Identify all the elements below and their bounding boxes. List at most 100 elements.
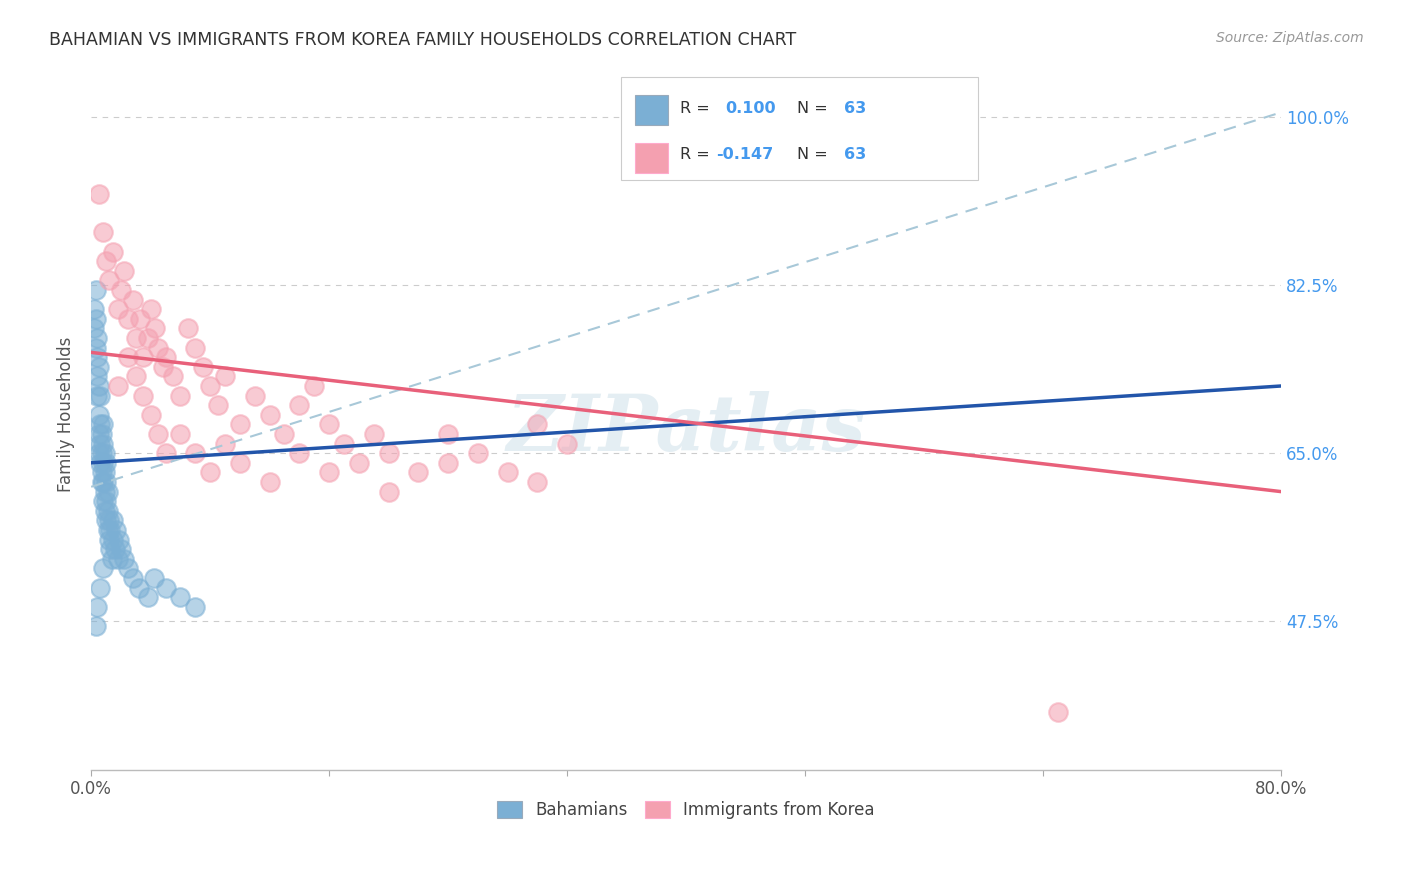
Point bbox=[83, 321, 105, 335]
Point bbox=[155, 350, 177, 364]
Point bbox=[98, 533, 121, 547]
Text: ZIPatlas: ZIPatlas bbox=[506, 391, 866, 467]
Point bbox=[139, 408, 162, 422]
Point bbox=[93, 504, 115, 518]
Text: Source: ZipAtlas.com: Source: ZipAtlas.com bbox=[1216, 31, 1364, 45]
Point bbox=[117, 561, 139, 575]
Point bbox=[129, 311, 152, 326]
Point bbox=[89, 388, 111, 402]
Legend: Bahamians, Immigrants from Korea: Bahamians, Immigrants from Korea bbox=[491, 794, 882, 826]
Point bbox=[100, 542, 122, 557]
Point bbox=[1046, 706, 1069, 720]
Point bbox=[184, 341, 207, 355]
Y-axis label: Family Households: Family Households bbox=[58, 337, 75, 492]
Point bbox=[89, 456, 111, 470]
Point bbox=[143, 321, 166, 335]
Text: 63: 63 bbox=[844, 101, 866, 116]
Text: BAHAMIAN VS IMMIGRANTS FROM KOREA FAMILY HOUSEHOLDS CORRELATION CHART: BAHAMIAN VS IMMIGRANTS FROM KOREA FAMILY… bbox=[49, 31, 796, 49]
Point bbox=[132, 350, 155, 364]
Text: R =: R = bbox=[681, 101, 716, 116]
Point bbox=[89, 417, 111, 432]
FancyBboxPatch shape bbox=[636, 95, 668, 125]
Point bbox=[377, 446, 399, 460]
Point bbox=[89, 436, 111, 450]
Point bbox=[103, 244, 125, 259]
Point bbox=[91, 494, 114, 508]
Point bbox=[87, 408, 110, 422]
Point bbox=[162, 369, 184, 384]
Point bbox=[90, 475, 112, 489]
Point bbox=[184, 446, 207, 460]
Point bbox=[110, 283, 132, 297]
Point bbox=[94, 513, 117, 527]
Point bbox=[98, 273, 121, 287]
Point bbox=[91, 436, 114, 450]
Point bbox=[112, 551, 135, 566]
Point bbox=[142, 571, 165, 585]
Point bbox=[184, 599, 207, 614]
Point bbox=[94, 254, 117, 268]
Text: 0.100: 0.100 bbox=[725, 101, 776, 116]
Point bbox=[155, 446, 177, 460]
Point bbox=[112, 264, 135, 278]
Point bbox=[110, 542, 132, 557]
Point bbox=[259, 408, 281, 422]
Point bbox=[408, 466, 430, 480]
Point bbox=[377, 484, 399, 499]
Point bbox=[318, 417, 340, 432]
Point bbox=[273, 427, 295, 442]
Point bbox=[84, 311, 107, 326]
Point bbox=[229, 417, 252, 432]
Point bbox=[107, 551, 129, 566]
Point bbox=[155, 581, 177, 595]
Point bbox=[105, 523, 128, 537]
Point bbox=[347, 456, 370, 470]
Point bbox=[86, 388, 108, 402]
Point bbox=[93, 446, 115, 460]
Text: 63: 63 bbox=[844, 147, 866, 162]
Point bbox=[98, 513, 121, 527]
Point bbox=[107, 379, 129, 393]
Point bbox=[229, 456, 252, 470]
Point bbox=[152, 359, 174, 374]
Point bbox=[96, 523, 118, 537]
Point bbox=[198, 466, 221, 480]
Point bbox=[91, 561, 114, 575]
Point bbox=[302, 379, 325, 393]
Point bbox=[243, 388, 266, 402]
Point bbox=[86, 369, 108, 384]
Point bbox=[86, 350, 108, 364]
Point bbox=[107, 302, 129, 317]
Point bbox=[207, 398, 229, 412]
Point bbox=[117, 350, 139, 364]
Point bbox=[90, 427, 112, 442]
Point bbox=[101, 551, 124, 566]
Point bbox=[177, 321, 200, 335]
Point bbox=[132, 388, 155, 402]
Point bbox=[288, 398, 311, 412]
Text: -0.147: -0.147 bbox=[716, 147, 773, 162]
Point bbox=[214, 369, 236, 384]
Point bbox=[86, 331, 108, 345]
Point bbox=[84, 283, 107, 297]
Point bbox=[437, 427, 460, 442]
Point bbox=[87, 446, 110, 460]
Point bbox=[121, 571, 143, 585]
FancyBboxPatch shape bbox=[636, 144, 668, 173]
Point bbox=[90, 446, 112, 460]
Point bbox=[259, 475, 281, 489]
Point bbox=[87, 379, 110, 393]
Text: N =: N = bbox=[797, 147, 832, 162]
Point bbox=[125, 369, 148, 384]
Point bbox=[136, 591, 159, 605]
Point bbox=[94, 456, 117, 470]
Point bbox=[108, 533, 131, 547]
Point bbox=[91, 475, 114, 489]
Point bbox=[87, 186, 110, 201]
Point bbox=[128, 581, 150, 595]
Point bbox=[198, 379, 221, 393]
Point bbox=[437, 456, 460, 470]
Point bbox=[91, 226, 114, 240]
Point bbox=[103, 533, 125, 547]
Point bbox=[83, 302, 105, 317]
